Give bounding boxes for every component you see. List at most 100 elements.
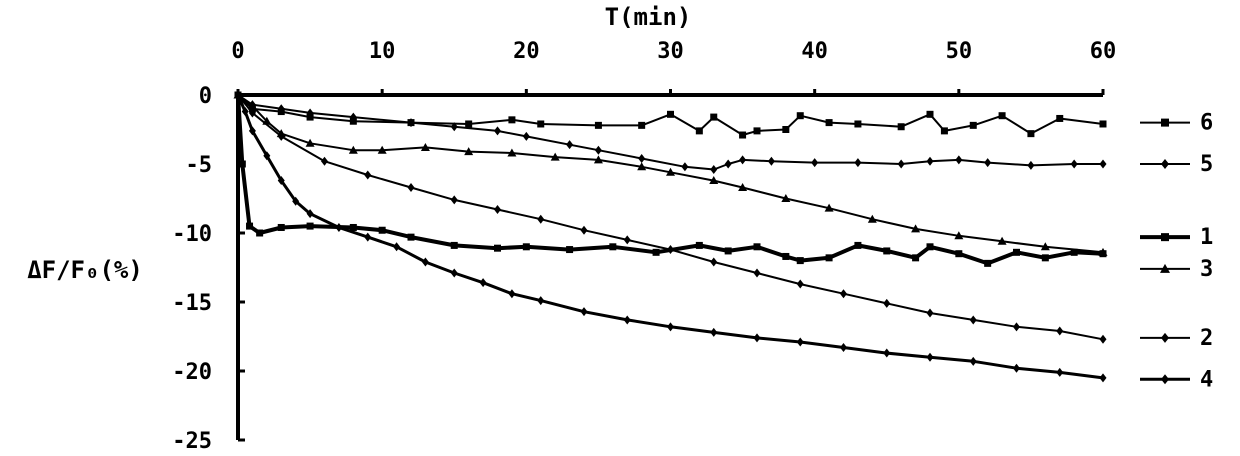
legend-label: 5 <box>1200 152 1213 177</box>
data-point <box>927 157 934 166</box>
data-point <box>681 162 688 171</box>
data-point <box>480 278 487 287</box>
legend-label: 1 <box>1200 225 1213 250</box>
x-tick-label: 20 <box>513 39 540 64</box>
y-tick-label: -25 <box>172 429 212 454</box>
data-point <box>307 223 314 230</box>
data-point <box>984 158 991 167</box>
data-point <box>710 257 717 266</box>
data-point <box>465 120 472 127</box>
data-point <box>725 160 732 169</box>
data-point <box>537 215 544 224</box>
x-axis-ticks: 0 10 20 30 40 50 60 <box>231 39 1116 95</box>
data-point <box>393 242 400 251</box>
data-point <box>508 289 515 298</box>
data-point <box>696 127 703 134</box>
legend-item-3: 3 <box>1140 257 1213 282</box>
data-point <box>840 289 847 298</box>
series-5 <box>235 91 1107 175</box>
data-point <box>1013 249 1020 256</box>
data-point <box>826 119 833 126</box>
data-point <box>1100 335 1107 344</box>
y-tick-label: -10 <box>172 222 212 247</box>
data-point <box>1100 373 1107 382</box>
data-point <box>898 160 905 169</box>
x-tick-label: 0 <box>231 39 244 64</box>
data-point <box>854 242 861 249</box>
data-point <box>508 116 515 123</box>
data-point <box>408 234 415 241</box>
data-point <box>1027 161 1034 170</box>
data-point <box>797 257 804 264</box>
x-tick-label: 10 <box>369 39 396 64</box>
data-point <box>1013 322 1020 331</box>
data-point <box>566 246 573 253</box>
data-point <box>999 112 1006 119</box>
data-point <box>797 280 804 289</box>
data-point <box>1161 159 1169 169</box>
data-point <box>955 250 962 257</box>
series-6 <box>235 92 1107 139</box>
data-point <box>754 127 761 134</box>
legend: 651324 <box>1140 111 1213 393</box>
data-point <box>811 158 818 167</box>
x-tick-label: 50 <box>946 39 973 64</box>
data-point <box>1027 130 1034 137</box>
data-point <box>970 122 977 129</box>
x-tick-label: 40 <box>801 39 828 64</box>
data-point <box>1056 326 1063 335</box>
data-point <box>754 269 761 278</box>
data-point <box>422 257 429 266</box>
data-point <box>581 226 588 235</box>
x-tick-label: 30 <box>657 39 684 64</box>
data-point <box>840 343 847 352</box>
data-point <box>782 253 789 260</box>
data-point <box>754 333 761 342</box>
data-point <box>379 227 386 234</box>
data-point <box>624 315 631 324</box>
data-point <box>638 122 645 129</box>
data-point <box>638 154 645 163</box>
data-point <box>912 254 919 261</box>
series-4 <box>235 91 1107 383</box>
data-point <box>927 353 934 362</box>
data-point <box>710 114 717 121</box>
data-point <box>854 120 861 127</box>
data-point <box>854 158 861 167</box>
data-point <box>239 161 246 168</box>
data-point <box>451 195 458 204</box>
legend-item-4: 4 <box>1140 367 1213 392</box>
data-point <box>1042 254 1049 261</box>
series-layer <box>234 91 1108 383</box>
data-point <box>278 224 285 231</box>
legend-label: 6 <box>1200 111 1213 136</box>
data-point <box>739 132 746 139</box>
data-point <box>970 357 977 366</box>
data-point <box>927 243 934 250</box>
data-point <box>927 111 934 118</box>
data-point <box>667 322 674 331</box>
data-point <box>725 247 732 254</box>
y-tick-label: -15 <box>172 291 212 316</box>
data-point <box>941 127 948 134</box>
data-point <box>451 242 458 249</box>
data-point <box>523 243 530 250</box>
data-point <box>984 260 991 267</box>
legend-item-1: 1 <box>1140 225 1213 250</box>
data-point <box>335 223 342 232</box>
data-point <box>696 242 703 249</box>
data-point <box>246 223 253 230</box>
data-point <box>955 155 962 164</box>
series-line <box>238 95 1103 339</box>
y-axis-title: ΔF/F₀(%) <box>27 256 143 284</box>
x-tick-label: 60 <box>1090 39 1117 64</box>
data-point <box>364 233 371 242</box>
legend-label: 4 <box>1200 367 1213 392</box>
data-point <box>1161 374 1169 384</box>
data-point <box>566 140 573 149</box>
data-point <box>1056 368 1063 377</box>
data-point <box>537 296 544 305</box>
data-point <box>797 112 804 119</box>
data-point <box>1100 160 1107 169</box>
